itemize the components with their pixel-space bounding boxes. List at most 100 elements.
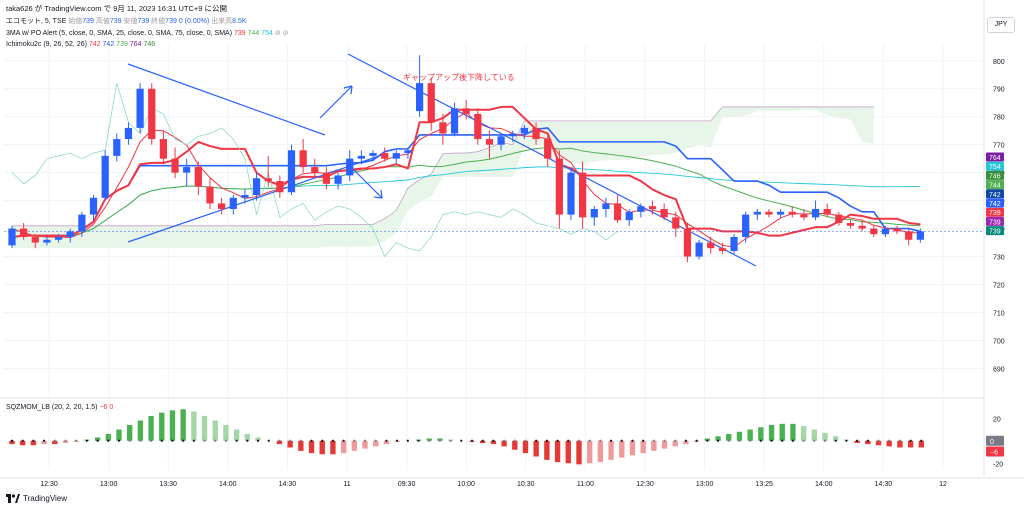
sqzmom-legend[interactable]: SQZMOM_LB (20, 2, 20, 1.5) −6 0 (6, 403, 113, 412)
candle-body (672, 217, 680, 229)
candle[interactable] (229, 195, 237, 215)
ichimoku-legend[interactable]: Ichimoku2c (9, 26, 52, 26) 742 742 739 7… (6, 40, 155, 49)
candle[interactable] (357, 150, 365, 165)
candle[interactable] (707, 236, 715, 254)
candle[interactable] (672, 211, 680, 237)
candle[interactable] (823, 203, 831, 218)
candle[interactable] (870, 225, 878, 237)
candle-body (264, 178, 272, 182)
candle[interactable] (54, 234, 63, 243)
squeeze-dot (224, 439, 228, 442)
candle[interactable] (8, 225, 16, 249)
candle[interactable] (753, 209, 761, 221)
candle[interactable] (660, 203, 668, 221)
candle-body (683, 228, 692, 257)
candle[interactable] (392, 150, 400, 165)
candle[interactable] (916, 228, 924, 243)
candle[interactable] (206, 178, 214, 210)
squeeze-dot (428, 439, 431, 442)
candle[interactable] (159, 130, 168, 165)
candle[interactable] (776, 209, 785, 218)
candle[interactable] (287, 144, 296, 196)
candle[interactable] (171, 147, 179, 179)
squeeze-dot (663, 439, 666, 442)
candle[interactable] (89, 195, 98, 221)
candle-body (276, 181, 284, 193)
candle[interactable] (474, 108, 482, 145)
candle[interactable] (101, 150, 109, 201)
candle[interactable] (532, 122, 540, 145)
candle[interactable] (544, 133, 552, 168)
tradingview-brand[interactable]: TradingView (6, 494, 67, 503)
symbol-legend[interactable]: エコモット, 5, TSE 始値739 高値739 安値739 終値739 0 … (6, 17, 247, 26)
candle[interactable] (846, 220, 855, 229)
candle[interactable] (683, 222, 692, 263)
candle[interactable] (299, 139, 307, 173)
candle[interactable] (183, 158, 191, 187)
squeeze-dot (256, 439, 260, 442)
arrow-down-head-a (373, 196, 383, 199)
candle[interactable] (835, 211, 843, 226)
candle[interactable] (427, 77, 435, 131)
candle[interactable] (31, 234, 39, 249)
candle[interactable] (905, 228, 913, 246)
candle-body (742, 214, 750, 237)
candle[interactable] (637, 203, 645, 218)
candle[interactable] (800, 209, 808, 221)
candle[interactable] (381, 147, 389, 162)
candle[interactable] (148, 83, 156, 145)
candle[interactable] (322, 167, 331, 190)
candle[interactable] (765, 209, 773, 218)
candle[interactable] (264, 155, 272, 187)
candle[interactable] (579, 161, 587, 229)
candle[interactable] (415, 55, 424, 117)
candle[interactable] (252, 172, 261, 201)
candle[interactable] (113, 133, 121, 162)
candle[interactable] (346, 150, 354, 182)
candle[interactable] (43, 236, 51, 246)
candle[interactable] (485, 130, 494, 159)
ma-alert-icons[interactable]: ⊘ ⊘ (274, 30, 289, 37)
candle[interactable] (497, 133, 505, 151)
candle[interactable] (695, 239, 703, 260)
candle[interactable] (730, 234, 738, 254)
candle[interactable] (625, 209, 633, 226)
candle[interactable] (567, 167, 575, 221)
currency-button[interactable]: JPY (987, 17, 1015, 33)
candle[interactable] (20, 222, 28, 240)
candle[interactable] (509, 130, 517, 142)
candle[interactable] (893, 225, 901, 235)
candle[interactable] (881, 225, 890, 237)
trendline-upper-1 (127, 63, 326, 136)
candle[interactable] (66, 228, 74, 243)
candle[interactable] (450, 102, 459, 137)
candle[interactable] (311, 158, 319, 179)
squeeze-dot (149, 439, 153, 442)
candle[interactable] (78, 211, 86, 237)
candle[interactable] (520, 125, 529, 140)
candle[interactable] (602, 197, 610, 218)
candle[interactable] (369, 150, 377, 162)
candle[interactable] (613, 195, 622, 223)
candle[interactable] (462, 99, 470, 120)
candle[interactable] (858, 220, 866, 232)
candle[interactable] (241, 189, 249, 204)
ma-legend[interactable]: 3MA w/ PO Alert (5, close, 0, SMA, 25, c… (6, 29, 289, 38)
candle[interactable] (124, 122, 133, 145)
squeeze-dot (449, 439, 452, 442)
candle[interactable] (276, 175, 284, 198)
candle[interactable] (439, 113, 447, 145)
candle[interactable] (136, 83, 144, 134)
candle[interactable] (742, 211, 750, 243)
candle[interactable] (404, 147, 412, 159)
candle[interactable] (590, 206, 598, 226)
candle[interactable] (718, 242, 726, 254)
candle[interactable] (788, 206, 796, 218)
candle[interactable] (194, 161, 202, 196)
candle[interactable] (811, 200, 820, 221)
candle[interactable] (555, 150, 563, 229)
candle[interactable] (334, 172, 342, 190)
candle[interactable] (648, 200, 657, 215)
candle[interactable] (218, 197, 226, 215)
